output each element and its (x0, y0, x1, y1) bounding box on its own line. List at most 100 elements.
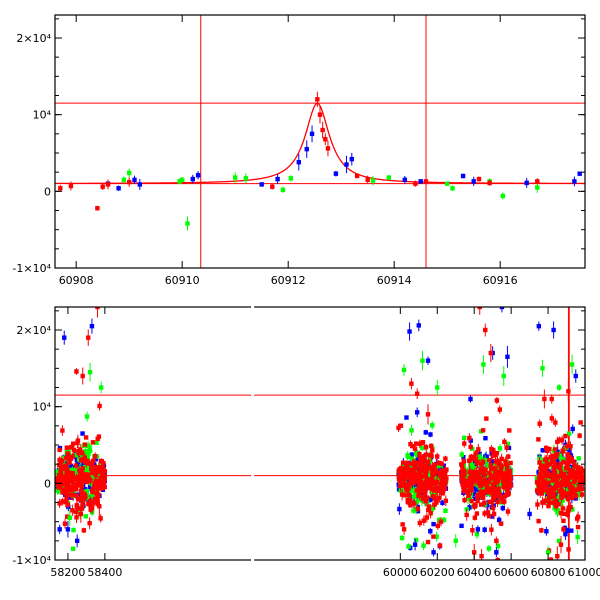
red-point (71, 447, 77, 453)
red-point (459, 462, 464, 467)
green-point (411, 494, 417, 500)
blue-outlier (74, 538, 80, 544)
red-point (90, 489, 95, 495)
red-point (422, 458, 427, 463)
blue-outlier (536, 323, 542, 329)
red-point (547, 446, 552, 452)
green-point (497, 446, 503, 451)
red-point (422, 473, 428, 479)
red-point (534, 479, 540, 485)
red-point (536, 518, 541, 524)
x-tick-label: 60000 (383, 566, 418, 579)
red-point (315, 97, 320, 102)
red-point (78, 471, 83, 476)
red-point (478, 470, 483, 475)
blue-outlier (481, 301, 485, 305)
red-point (461, 488, 467, 493)
red-point (95, 436, 100, 442)
red-point (435, 480, 440, 485)
green-point (435, 463, 440, 469)
blue-outlier (468, 396, 473, 402)
red-point (462, 479, 468, 484)
full-lightcurve-panel: 58200 58400 60000 60200 60400 60600 60800 61000… (12, 301, 600, 579)
red-point (489, 486, 495, 491)
red-point (424, 452, 429, 457)
red-point (499, 496, 504, 501)
red-point (406, 492, 412, 498)
red-point (421, 518, 427, 523)
blue-point (423, 430, 428, 435)
red-point (414, 391, 420, 396)
red-point (565, 452, 570, 457)
red-point (537, 483, 542, 489)
red-point (544, 485, 550, 491)
x-tick-label: 58200 (50, 566, 85, 579)
green-point (82, 464, 88, 470)
red-point (483, 467, 488, 473)
red-point (575, 465, 580, 470)
red-outlier (80, 373, 85, 379)
red-point (77, 496, 82, 502)
green-point (427, 472, 433, 477)
red-point (127, 179, 132, 185)
red-point (416, 478, 422, 484)
green-point (474, 532, 480, 537)
red-point (535, 502, 540, 507)
blue-point (415, 456, 420, 462)
green-point (85, 443, 91, 449)
red-point (488, 490, 493, 495)
red-outlier (477, 307, 482, 310)
red-point (565, 508, 571, 513)
red-point (482, 489, 488, 494)
y-tick-label: 2×10⁴ (16, 324, 51, 337)
red-point (426, 477, 431, 482)
blue-outlier (527, 511, 532, 517)
red-point (490, 492, 496, 497)
blue-point (554, 459, 560, 464)
green-point (94, 440, 99, 445)
red-point (490, 447, 496, 453)
red-point (430, 464, 436, 470)
red-point (568, 458, 573, 463)
red-point (501, 485, 507, 490)
red-point (95, 501, 100, 507)
blue-point (567, 448, 572, 453)
red-point (564, 479, 569, 485)
red-point (477, 476, 483, 482)
red-point (567, 492, 573, 498)
red-point (461, 469, 466, 474)
red-point (434, 500, 439, 505)
red-point (555, 439, 560, 445)
red-point (404, 488, 409, 493)
blue-point (565, 528, 570, 533)
green-outlier (481, 362, 486, 367)
red-point (537, 474, 542, 480)
red-point (399, 492, 405, 497)
red-point (413, 466, 418, 471)
green-point (411, 508, 416, 513)
red-point (423, 445, 429, 450)
red-point (569, 495, 575, 501)
red-point (561, 511, 567, 517)
green-point (180, 177, 185, 183)
red-point (442, 468, 448, 473)
red-point (418, 457, 424, 462)
red-point (488, 463, 494, 468)
green-point (91, 466, 96, 472)
green-outlier (453, 538, 458, 544)
blue-outlier (499, 307, 505, 310)
red-point (464, 512, 469, 518)
red-point (433, 467, 438, 473)
red-point (546, 503, 551, 509)
blue-outlier (475, 527, 481, 532)
red-point (469, 454, 474, 459)
red-point (58, 469, 64, 474)
red-point (506, 454, 511, 459)
zoom-panel: 60908 60910 60912 60914 60916 -1×10⁴ 0 10⁴ 2×10⁴ (12, 14, 586, 287)
red-point (70, 479, 75, 484)
red-point (439, 475, 444, 480)
red-point (414, 488, 420, 493)
red-point (467, 469, 472, 475)
red-point (540, 475, 545, 480)
red-point (543, 498, 548, 503)
